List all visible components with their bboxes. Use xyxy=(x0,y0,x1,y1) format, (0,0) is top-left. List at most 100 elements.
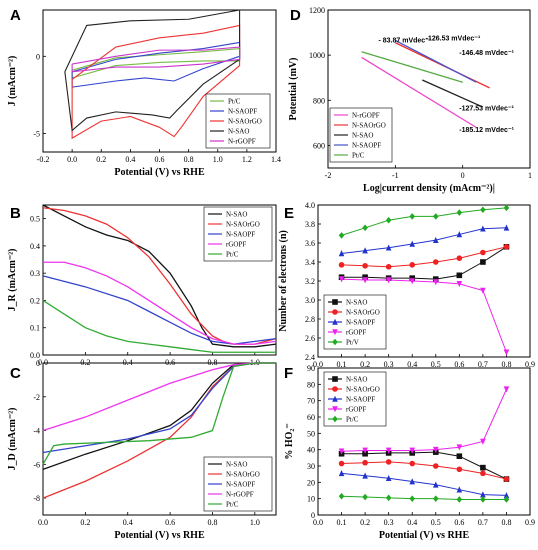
y-tick-label: 0 xyxy=(311,511,315,520)
legend-entry: N-SAO xyxy=(346,376,367,384)
legend-entry: N-SAO xyxy=(226,461,247,469)
x-tick-label: 0.9 xyxy=(525,518,535,527)
legend-entry: Pt/V xyxy=(346,339,359,347)
x-axis-title: Potential (V) vs RHE xyxy=(114,167,205,178)
legend-entry: N-rGOPF xyxy=(226,491,254,499)
data-point xyxy=(480,225,486,232)
data-point xyxy=(432,446,439,453)
data-point xyxy=(503,476,510,482)
x-tick-label: 0.2 xyxy=(80,518,90,527)
panel-letter: E xyxy=(284,205,294,222)
cv-loop-n-rgopf xyxy=(71,46,241,73)
y-tick-label: 3.0 xyxy=(305,296,315,305)
tafel-line-n-saopf xyxy=(395,39,477,83)
x-tick-label: 0.1 xyxy=(337,518,347,527)
series-n-saopf xyxy=(338,470,510,499)
y-tick-label: 800 xyxy=(313,96,325,105)
series-line xyxy=(341,227,507,254)
data-point xyxy=(332,299,338,305)
data-point xyxy=(432,463,439,469)
data-point xyxy=(409,278,416,285)
y-tick-label: 0 xyxy=(36,52,40,61)
legend-entry: rGOPF xyxy=(226,241,246,249)
y-tick-label: 80 xyxy=(307,380,315,389)
series-line-n-sao xyxy=(42,204,277,348)
x-tick-label: 0.6 xyxy=(155,155,165,164)
series-line xyxy=(341,278,507,353)
data-point xyxy=(338,460,345,467)
data-point xyxy=(503,204,510,212)
data-point xyxy=(480,464,486,471)
y-tick-label: 2.4 xyxy=(305,353,315,362)
panel-d: D -2 -1 0 1 600 800 1000 1200 Log|current density… xyxy=(288,6,532,194)
series-line-pt-c xyxy=(42,299,276,353)
panel-letter: A xyxy=(10,7,21,24)
y-axis-title: Potential (mV) xyxy=(288,57,299,120)
data-point xyxy=(338,232,345,239)
x-tick-label: -0.2 xyxy=(37,155,50,164)
legend-entry: N-SAO xyxy=(352,132,373,140)
data-point xyxy=(332,406,338,413)
data-point xyxy=(432,481,439,488)
x-tick-label: 0.6 xyxy=(454,518,464,527)
slope-annotation: -146.48 mVdec⁻¹ xyxy=(459,50,514,57)
legend-entry: N-SAO xyxy=(228,128,249,136)
x-tick-label: 0.4 xyxy=(125,155,135,164)
x-tick-label: -1 xyxy=(392,171,399,180)
series-line xyxy=(341,207,507,236)
legend-entry: N-rGOPF xyxy=(228,138,256,146)
series-rgopf xyxy=(338,386,510,455)
x-tick-label: 0.5 xyxy=(431,518,441,527)
x-tick-label: 0.8 xyxy=(207,518,217,527)
y-tick-label: 0.5 xyxy=(30,215,40,224)
legend-entry: N-SAO xyxy=(346,299,367,307)
data-point xyxy=(503,349,510,356)
panel-letter: B xyxy=(10,205,21,222)
data-point xyxy=(362,459,368,466)
x-tick-label: 0.8 xyxy=(501,518,511,527)
x-tick-label: 1.4 xyxy=(271,155,281,164)
data-point xyxy=(332,386,338,392)
series-pt-v xyxy=(338,204,510,239)
data-point xyxy=(338,262,345,268)
data-point xyxy=(332,329,338,336)
panel-letter: D xyxy=(290,7,301,24)
panel-letter: F xyxy=(284,365,293,382)
x-tick-label: 0.6 xyxy=(165,518,175,527)
y-tick-label: 0.0 xyxy=(30,351,40,360)
x-tick-label: 0.5 xyxy=(431,360,441,369)
tafel-line-n-rgopf xyxy=(361,56,477,128)
legend: N-rGOPF N-SAOrGO N-SAO N-SAOPF Pt/C xyxy=(329,107,393,163)
x-tick-label: 1.0 xyxy=(213,155,223,164)
y-axis-title: % HO₂⁻ xyxy=(284,423,295,459)
panel-f: F 0.0 0.1 0.2 0.3 0.4 0.5 0.6 0.7 0.8 0.9 0 10 20 30 40… xyxy=(284,364,535,541)
x-tick-label: 0.3 xyxy=(384,360,394,369)
legend: N-SAO N-SAOrGO N-SAOPF rGOPF Pt/V xyxy=(323,294,387,350)
y-tick-label: 4.0 xyxy=(305,201,315,210)
data-point xyxy=(432,213,439,220)
y-axis-title: J (mAcm⁻²) xyxy=(7,56,18,107)
series-line xyxy=(341,461,507,480)
y-tick-label: 70 xyxy=(307,397,315,406)
x-tick-label: 0.4 xyxy=(407,360,417,369)
data-point xyxy=(503,386,510,393)
data-point xyxy=(456,272,463,279)
x-axis-title: Log|current density (mAcm⁻²)| xyxy=(363,183,495,194)
x-tick-label: 0.0 xyxy=(313,518,323,527)
data-point xyxy=(385,263,392,270)
x-tick-label: 0.9 xyxy=(525,360,535,369)
legend-entry: Pt/C xyxy=(346,416,359,424)
legend: Pt/C N-SAOPF N-SAOrGO N-SAO N-rGOPF xyxy=(205,93,271,149)
x-tick-label: 0.7 xyxy=(478,360,488,369)
data-point xyxy=(362,247,368,254)
y-tick-label: 1200 xyxy=(309,6,325,15)
x-tick-label: 1.0 xyxy=(250,518,260,527)
series-line-n-rgopf xyxy=(42,362,276,432)
y-tick-label: -4 xyxy=(33,427,40,436)
x-tick-label: 0.2 xyxy=(360,518,370,527)
panel-b: B0.0 0.2 0.4 0.6 0.8 1.00.00.10.20.30.40.5J_R… xyxy=(7,204,277,367)
legend-entry: N-SAOPF xyxy=(346,319,375,327)
data-point xyxy=(456,486,463,493)
x-tick-label: 0 xyxy=(461,171,465,180)
